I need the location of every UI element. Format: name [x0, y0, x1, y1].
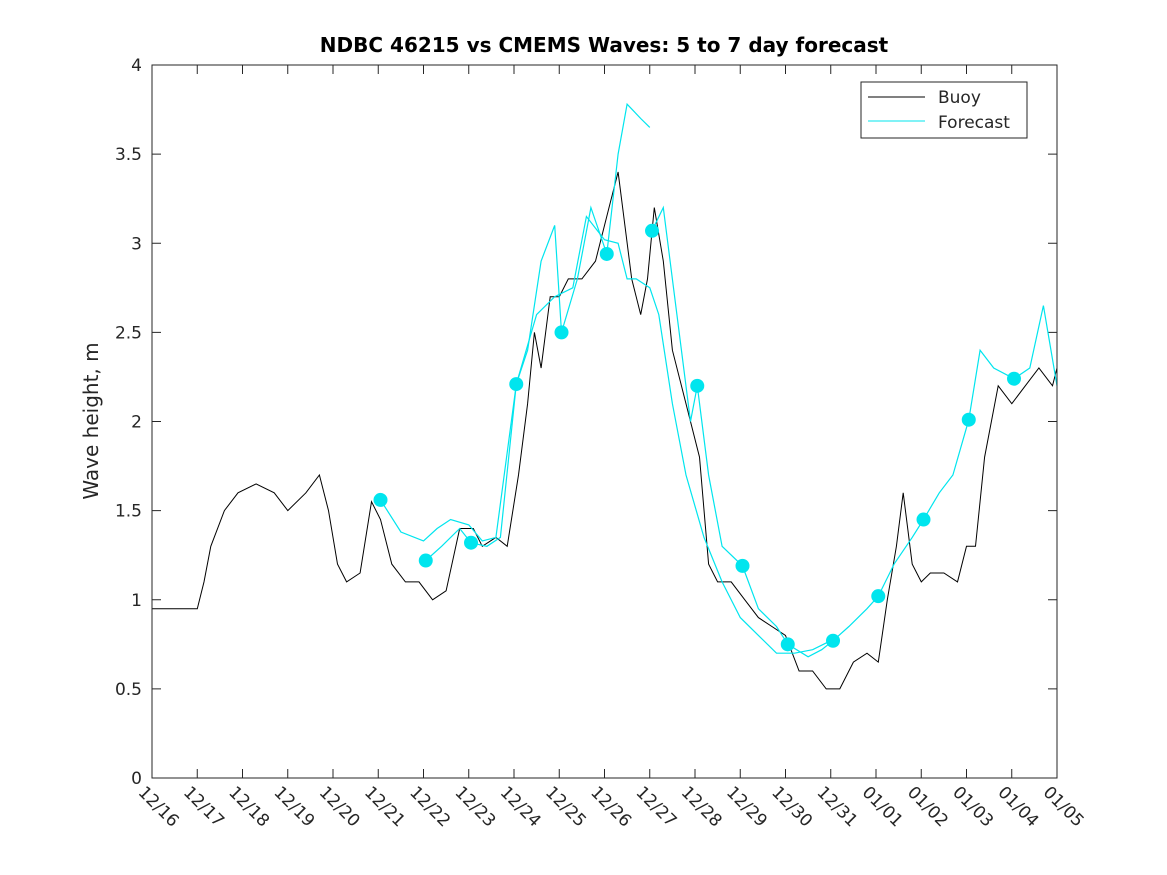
legend-forecast-label: Forecast	[938, 113, 1010, 133]
forecast-marker	[645, 223, 660, 238]
legend: Buoy Forecast	[860, 81, 1028, 139]
forecast-marker	[464, 535, 479, 550]
y-tick-label: 1.5	[115, 502, 142, 522]
forecast-marker	[780, 637, 795, 652]
buoy-series-line	[152, 171, 1058, 690]
chart-title: NDBC 46215 vs CMEMS Waves: 5 to 7 day fo…	[320, 33, 889, 57]
forecast-marker	[599, 246, 614, 261]
forecast-series-line-3	[651, 205, 1058, 658]
y-tick-label: 3.5	[115, 145, 142, 165]
y-tick-label: 3	[131, 234, 142, 254]
axes-background	[152, 65, 1057, 778]
legend-box	[860, 81, 1028, 139]
axes-box	[151, 64, 1058, 779]
forecast-marker	[509, 377, 524, 392]
forecast-marker	[373, 492, 388, 507]
forecast-marker	[1007, 371, 1022, 386]
forecast-marker	[916, 512, 931, 527]
forecast-marker	[690, 378, 705, 393]
y-tick-label: 2.5	[115, 323, 142, 343]
forecast-marker	[418, 553, 433, 568]
forecast-markers	[373, 223, 1022, 652]
y-tick-label: 4	[131, 56, 142, 76]
y-axis-label: Wave height, m	[79, 342, 103, 499]
legend-buoy-label: Buoy	[938, 88, 981, 108]
forecast-marker	[871, 589, 886, 604]
y-tick-label: 0	[131, 769, 142, 789]
forecast-marker	[554, 325, 569, 340]
forecast-marker	[961, 412, 976, 427]
forecast-marker	[826, 633, 841, 648]
y-tick-label: 2	[131, 413, 142, 433]
forecast-marker	[735, 558, 750, 573]
y-tick-label: 1	[131, 591, 142, 611]
forecast-series-line-1	[379, 215, 832, 654]
y-tick-label: 0.5	[115, 680, 142, 700]
